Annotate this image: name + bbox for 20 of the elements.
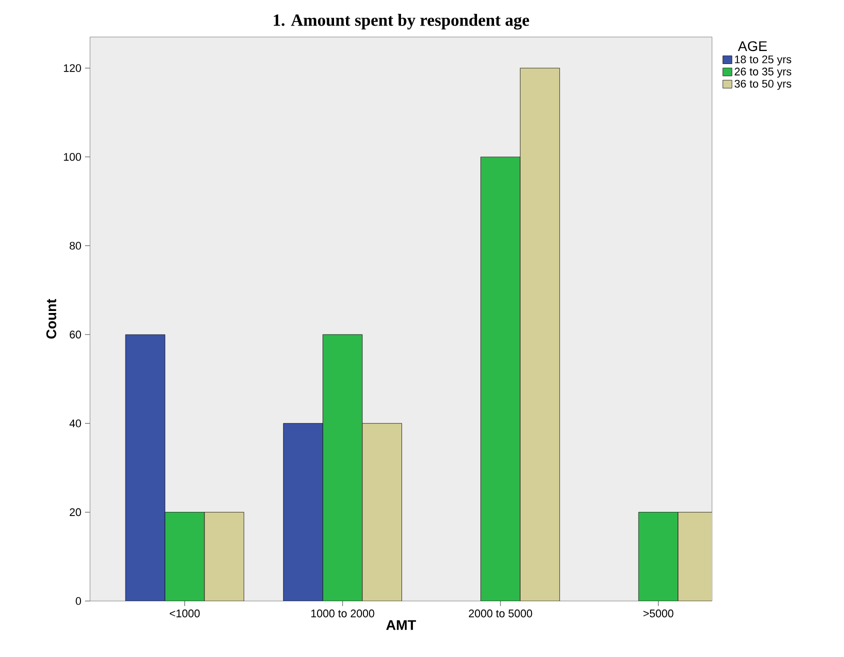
x-tick-label: 2000 to 5000: [468, 610, 532, 618]
legend-label: 26 to 35 yrs: [734, 68, 792, 78]
chart-title: 1. Amount spent by respondent age: [274, 14, 530, 30]
y-tick-label: 0: [76, 597, 82, 605]
legend-label: 18 to 25 yrs: [735, 55, 792, 66]
y-tick-label: 120: [64, 64, 82, 72]
legend-title: AGE: [738, 41, 767, 52]
y-tick-label: 20: [70, 508, 82, 516]
legend-label: 36 to 50 yrs: [734, 80, 792, 90]
y-tick-label: 80: [70, 242, 82, 250]
bar: [125, 334, 166, 602]
bar: [283, 423, 324, 602]
y-tick-label: 60: [70, 330, 82, 338]
y-tick-label: 40: [69, 419, 82, 428]
x-tick-label: <1000: [170, 610, 200, 618]
x-tick-label: 1000 to 2000: [311, 610, 374, 618]
x-axis-title: AMT: [386, 620, 416, 630]
y-axis-title: Count: [46, 298, 56, 339]
x-tick-label: >5000: [643, 610, 674, 618]
y-tick-label: 100: [64, 153, 82, 161]
